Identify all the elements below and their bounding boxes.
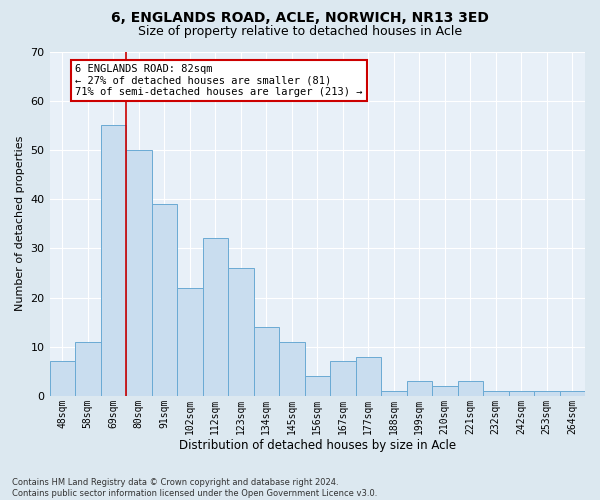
Y-axis label: Number of detached properties: Number of detached properties <box>15 136 25 312</box>
Text: Size of property relative to detached houses in Acle: Size of property relative to detached ho… <box>138 25 462 38</box>
Bar <box>560 391 585 396</box>
Text: 6 ENGLANDS ROAD: 82sqm
← 27% of detached houses are smaller (81)
71% of semi-det: 6 ENGLANDS ROAD: 82sqm ← 27% of detached… <box>75 64 362 97</box>
Bar <box>305 376 330 396</box>
Bar <box>75 342 101 396</box>
Bar <box>279 342 305 396</box>
X-axis label: Distribution of detached houses by size in Acle: Distribution of detached houses by size … <box>179 440 456 452</box>
Bar <box>203 238 228 396</box>
Bar <box>483 391 509 396</box>
Bar <box>381 391 407 396</box>
Bar <box>152 204 177 396</box>
Bar <box>458 381 483 396</box>
Bar <box>330 362 356 396</box>
Bar <box>534 391 560 396</box>
Bar <box>432 386 458 396</box>
Bar <box>509 391 534 396</box>
Bar <box>177 288 203 396</box>
Text: Contains HM Land Registry data © Crown copyright and database right 2024.
Contai: Contains HM Land Registry data © Crown c… <box>12 478 377 498</box>
Bar <box>126 150 152 396</box>
Bar <box>50 362 75 396</box>
Bar <box>356 356 381 396</box>
Bar <box>228 268 254 396</box>
Bar <box>407 381 432 396</box>
Bar <box>101 126 126 396</box>
Bar <box>254 327 279 396</box>
Text: 6, ENGLANDS ROAD, ACLE, NORWICH, NR13 3ED: 6, ENGLANDS ROAD, ACLE, NORWICH, NR13 3E… <box>111 12 489 26</box>
